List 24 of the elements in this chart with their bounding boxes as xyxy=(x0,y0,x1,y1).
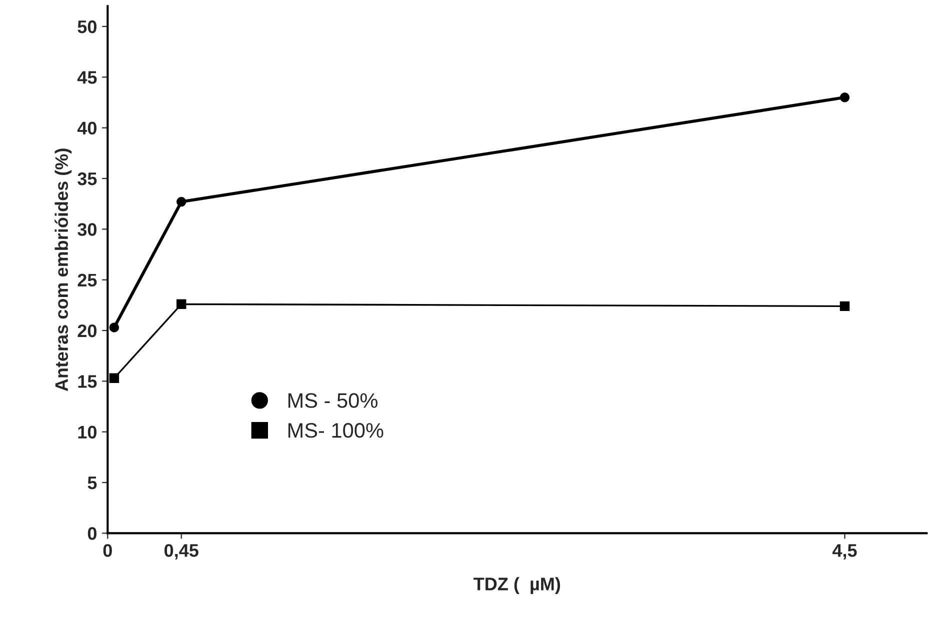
x-tick-label: 4,5 xyxy=(832,544,857,560)
y-axis-title: Anteras com embrióides (%) xyxy=(54,148,72,392)
point xyxy=(176,299,186,310)
y-tick-label: 20 xyxy=(78,324,96,338)
y-tick-label: 30 xyxy=(78,223,96,236)
x-tick-label: 0,45 xyxy=(164,544,198,560)
x-tick-label: 0 xyxy=(103,544,112,557)
y-tick-label: 0 xyxy=(88,527,96,540)
y-tick-label: 50 xyxy=(78,20,96,34)
y-tick-label: 10 xyxy=(78,426,96,439)
point xyxy=(840,301,850,312)
legend-label: MS - 50% xyxy=(288,393,378,408)
point xyxy=(176,196,186,207)
legend-label: MS- 100% xyxy=(288,423,384,438)
y-tick-label: 25 xyxy=(78,274,97,287)
y-tick-label: 5 xyxy=(88,476,97,490)
y-tick-label: 35 xyxy=(78,172,97,186)
y-tick-label: 40 xyxy=(77,122,96,135)
x-axis-title: TDZ ( µM) xyxy=(474,577,560,594)
y-tick-label: 45 xyxy=(77,71,97,84)
y-tick-label: 15 xyxy=(78,375,97,388)
point xyxy=(109,373,120,383)
point xyxy=(109,322,120,332)
point xyxy=(840,92,850,102)
